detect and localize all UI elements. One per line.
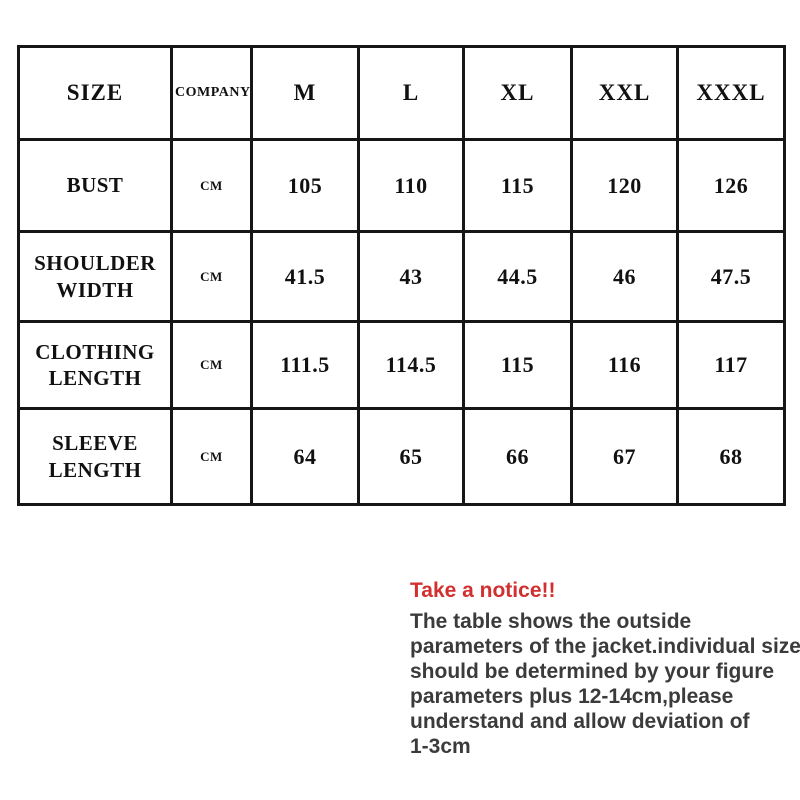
notice-text-line: 1-3cm [410, 735, 471, 758]
row-label-bust: BUST [17, 138, 173, 233]
notice-text-line: The table shows the outside [410, 610, 692, 633]
value-cell: 115 [462, 138, 573, 233]
unit-cell: CM [170, 230, 253, 323]
value-cell: 41.5 [250, 230, 360, 323]
table-row-sleeve-length: SLEEVE LENGTH CM 64 65 66 67 68 [17, 407, 786, 506]
notice-text-line: should be determined by your figure [410, 660, 775, 683]
value-cell: 65 [357, 407, 465, 506]
unit-cell: CM [170, 138, 253, 233]
value-cell: 46 [570, 230, 679, 323]
table-header-row: SIZE COMPANY M L XL XXL XXXL [17, 45, 786, 141]
notice-title: Take a notice!! [410, 579, 556, 602]
unit-cell: CM [170, 320, 253, 410]
notice-block: Take a notice!! The table shows the outs… [410, 578, 800, 759]
value-cell: 111.5 [250, 320, 360, 410]
value-cell: 114.5 [357, 320, 465, 410]
row-label-clothing-length: CLOTHING LENGTH [17, 320, 173, 410]
value-cell: 64 [250, 407, 360, 506]
notice-text-line: understand and allow deviation of [410, 710, 750, 733]
header-size-m: M [250, 45, 360, 141]
value-cell: 105 [250, 138, 360, 233]
value-cell: 110 [357, 138, 465, 233]
value-cell: 68 [676, 407, 786, 506]
value-cell: 126 [676, 138, 786, 233]
size-chart-table: SIZE COMPANY M L XL XXL XXXL BUST CM 105… [17, 45, 786, 506]
value-cell: 115 [462, 320, 573, 410]
value-cell: 117 [676, 320, 786, 410]
value-cell: 47.5 [676, 230, 786, 323]
header-size-xxxl: XXXL [676, 45, 786, 141]
header-size-xxl: XXL [570, 45, 679, 141]
header-company: COMPANY [170, 45, 253, 141]
table-row-clothing-length: CLOTHING LENGTH CM 111.5 114.5 115 116 1… [17, 320, 786, 410]
header-size-l: L [357, 45, 465, 141]
row-label-sleeve-length: SLEEVE LENGTH [17, 407, 173, 506]
header-size: SIZE [17, 45, 173, 141]
row-label-shoulder-width: SHOULDER WIDTH [17, 230, 173, 323]
value-cell: 44.5 [462, 230, 573, 323]
notice-text-line: parameters of the jacket.individual size [410, 635, 800, 658]
value-cell: 120 [570, 138, 679, 233]
unit-cell: CM [170, 407, 253, 506]
value-cell: 43 [357, 230, 465, 323]
header-size-xl: XL [462, 45, 573, 141]
value-cell: 66 [462, 407, 573, 506]
value-cell: 67 [570, 407, 679, 506]
value-cell: 116 [570, 320, 679, 410]
notice-text-line: parameters plus 12-14cm,please [410, 685, 734, 708]
table-row-bust: BUST CM 105 110 115 120 126 [17, 138, 786, 233]
table-row-shoulder-width: SHOULDER WIDTH CM 41.5 43 44.5 46 47.5 [17, 230, 786, 323]
